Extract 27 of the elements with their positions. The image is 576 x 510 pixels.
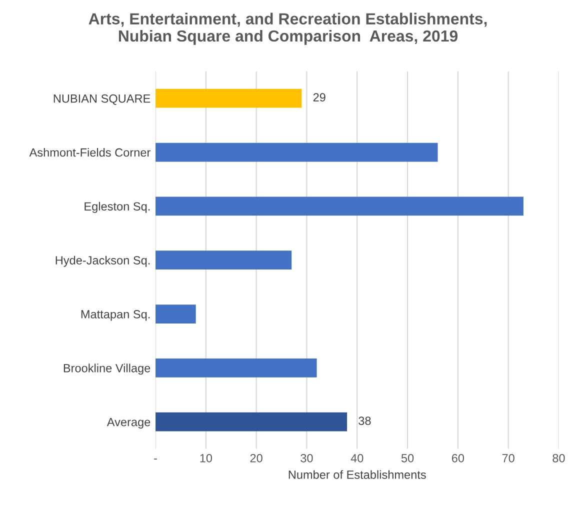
y-tick-label: Brookline Village [64,364,150,375]
bar [156,250,292,270]
bar [156,142,438,162]
data-label: 29 [313,93,326,102]
y-tick-label: Average [106,418,150,429]
x-tick-label: 80 [552,454,565,462]
x-tick-label: 20 [250,454,262,462]
bar [156,196,524,216]
x-tick-label: 50 [401,454,414,462]
x-tick-label: 40 [350,454,364,462]
bar [156,358,317,378]
x-tick-label: 70 [502,454,514,462]
y-tick-label: Hyde-Jackson Sq. [56,256,150,267]
bar [156,412,348,432]
bar [156,304,196,324]
y-tick-label: Ashmont-Fields Corner [29,148,150,157]
y-tick-label: Egleston Sq. [84,202,150,213]
y-tick-label: Mattapan Sq. [81,310,150,321]
chart-title: Arts, Entertainment, and Recreation Establishments, Nubian Square and Comparison Areas, 2019 [88,12,487,45]
x-tick-label: 30 [300,454,313,462]
data-label: 38 [358,416,371,426]
y-tick-label: NUBIAN SQUARE [54,94,150,105]
x-tick-label: - [154,458,157,460]
bar [156,88,302,108]
x-axis-title: Number of Establishments [288,470,426,479]
x-tick-label: 60 [452,454,464,462]
x-tick-label: 10 [200,454,212,462]
